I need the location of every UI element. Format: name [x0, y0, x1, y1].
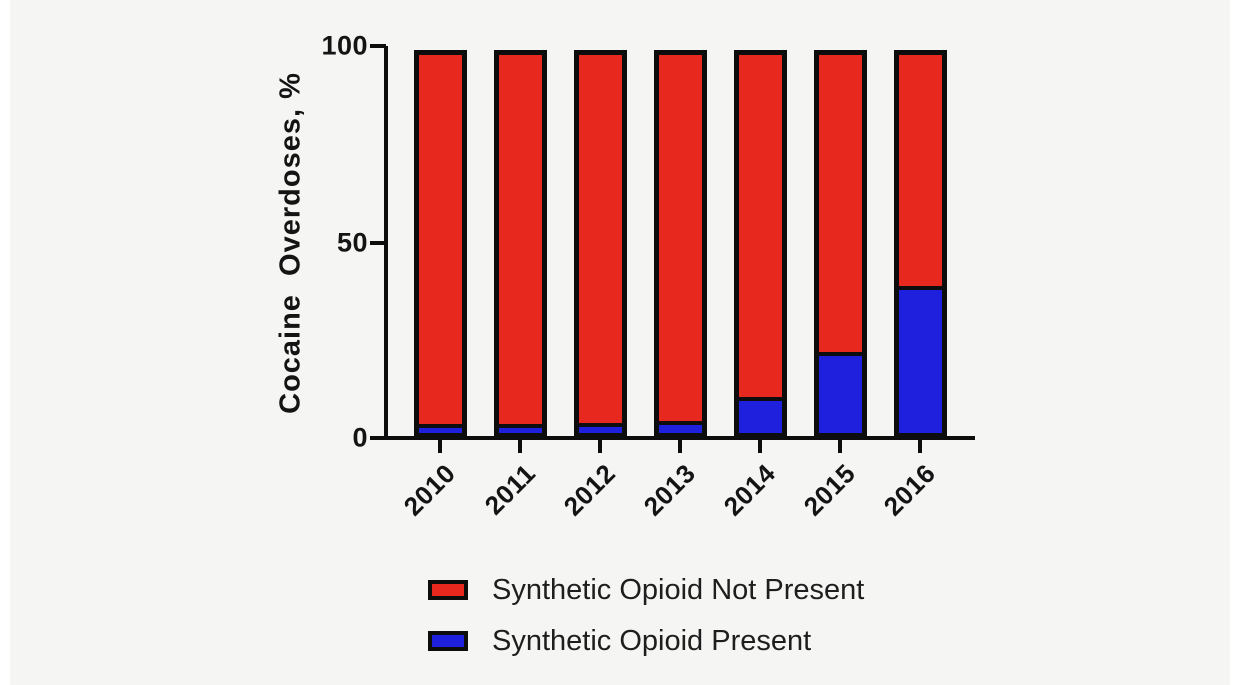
y-tick-label-50: 50	[336, 227, 368, 258]
y-tick-label-100: 100	[321, 30, 368, 61]
canvas-edge-left	[0, 0, 10, 685]
legend-item-present: Synthetic Opioid Present	[428, 623, 811, 659]
bar-segment-present-2010	[418, 423, 462, 433]
y-axis-line	[384, 46, 388, 440]
bar-segment-present-2014	[738, 396, 782, 433]
bar-2010	[413, 50, 467, 438]
y-tick-0	[370, 436, 386, 440]
bar-2015	[813, 50, 867, 438]
legend-swatch-not-present	[428, 580, 468, 600]
legend-label-not-present: Synthetic Opioid Not Present	[492, 574, 865, 606]
bar-segment-present-2015	[818, 352, 862, 433]
x-tick-2014	[758, 440, 762, 453]
x-tick-2011	[518, 440, 522, 453]
y-axis-title: Cocaine Overdoses, %	[274, 72, 307, 414]
legend-label-present: Synthetic Opioid Present	[492, 625, 812, 657]
bar-segment-present-2012	[578, 423, 622, 433]
bar-2016	[893, 50, 947, 438]
x-tick-2012	[598, 440, 602, 453]
legend-swatch-present	[428, 631, 468, 651]
x-axis-line	[384, 436, 975, 440]
canvas-edge-right	[1230, 0, 1240, 685]
legend-item-not-present: Synthetic Opioid Not Present	[428, 572, 864, 608]
bar-segment-present-2016	[898, 285, 942, 433]
y-tick-label-0: 0	[352, 422, 368, 453]
x-tick-2015	[838, 440, 842, 453]
bar-segment-present-2013	[658, 420, 702, 433]
bar-2013	[653, 50, 707, 438]
x-tick-2013	[678, 440, 682, 453]
bar-segment-present-2011	[498, 423, 542, 433]
y-tick-50	[370, 241, 386, 245]
bar-2011	[493, 50, 547, 438]
bar-2012	[573, 50, 627, 438]
x-tick-2016	[918, 440, 922, 453]
x-tick-2010	[438, 440, 442, 453]
bar-2014	[733, 50, 787, 438]
y-tick-100	[370, 44, 386, 48]
